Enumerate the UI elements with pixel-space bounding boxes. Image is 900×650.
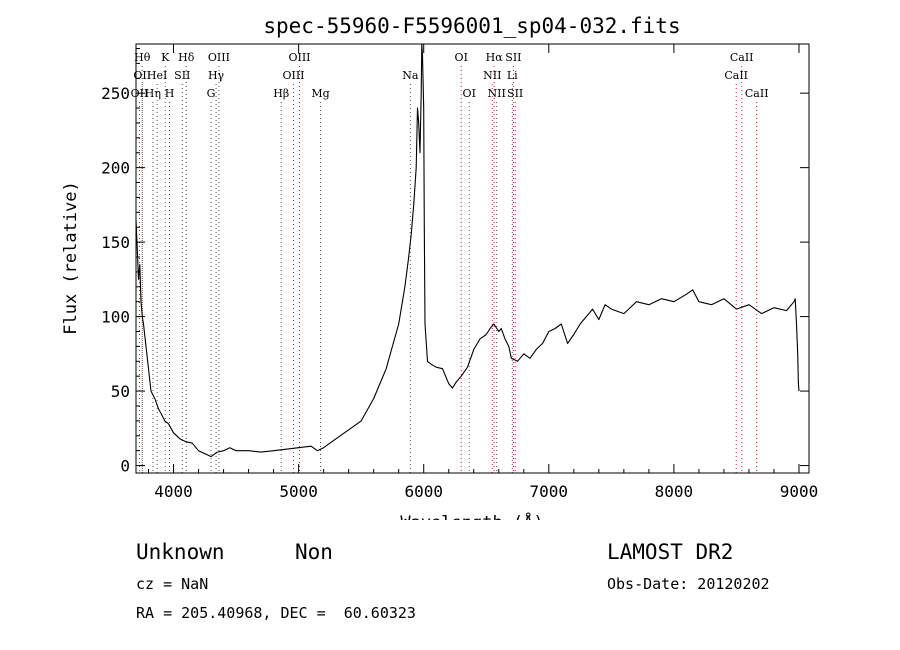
line-label: Hα [486, 51, 504, 64]
spectrum-line [135, 43, 800, 458]
x-tick-label: 4000 [154, 482, 193, 501]
y-axis: 0 50 100 150 200 250 [101, 47, 809, 476]
spectral-line-labels: OIIHθOIIHηHeIKHSIIHδGHγOIIIHβOIIIOIIIMgN… [131, 51, 769, 100]
line-label: Hη [145, 87, 161, 100]
line-label: K [161, 51, 170, 64]
line-label: Hθ [134, 51, 151, 64]
line-label: OIII [208, 51, 230, 64]
y-tick-label: 0 [120, 457, 130, 476]
line-label: OI [463, 87, 476, 100]
line-label: OIII [288, 51, 310, 64]
line-label: CaII [745, 87, 769, 100]
survey-label: LAMOST DR2 [607, 540, 734, 564]
line-label: CaII [724, 69, 748, 82]
obs-date-label: Obs-Date: 20120202 [607, 575, 770, 593]
coordinates-label: RA = 205.40968, DEC = 60.60323 [136, 604, 416, 622]
x-tick-label: 8000 [655, 482, 694, 501]
line-label: Hγ [208, 69, 225, 82]
subclass-label: Non [295, 540, 333, 564]
line-label: Hδ [178, 51, 195, 64]
x-tick-label: 7000 [530, 482, 569, 501]
line-label: OI [455, 51, 468, 64]
x-tick-label: 6000 [404, 482, 443, 501]
line-label: Mg [311, 87, 329, 100]
redshift-label: cz = NaN [136, 575, 209, 593]
line-label: SII [507, 87, 523, 100]
x-tick-label: 5000 [279, 482, 318, 501]
x-axis-label: Wavelength (Å) [400, 511, 543, 520]
line-label: OIII [282, 69, 304, 82]
line-label: H [165, 87, 175, 100]
line-label: CaII [730, 51, 754, 64]
line-label: NII [483, 69, 501, 82]
y-tick-label: 200 [101, 159, 130, 178]
line-label: Na [402, 69, 419, 82]
classification-label: Unknown [136, 540, 225, 564]
line-label: HeI [147, 69, 167, 82]
line-label: SII [505, 51, 521, 64]
line-label: Hβ [273, 87, 289, 100]
line-label: Li [507, 69, 518, 82]
x-tick-label: 9000 [780, 482, 819, 501]
plot-frame [135, 43, 810, 474]
spectral-line-markers [139, 66, 758, 473]
x-axis: 4000 5000 6000 7000 8000 9000 [148, 44, 819, 501]
y-tick-label: 250 [101, 84, 130, 103]
y-tick-label: 150 [101, 233, 130, 252]
line-label: NII [487, 87, 505, 100]
line-label: SII [174, 69, 190, 82]
line-label: G [207, 87, 216, 100]
chart-title: spec-55960-F5596001_sp04-032.fits [263, 14, 680, 38]
y-axis-label: Flux (relative) [61, 181, 81, 335]
y-tick-label: 100 [101, 308, 130, 327]
y-tick-label: 50 [111, 382, 130, 401]
spectrum-chart: spec-55960-F5596001_sp04-032.fits OIIHθO… [61, 14, 819, 520]
